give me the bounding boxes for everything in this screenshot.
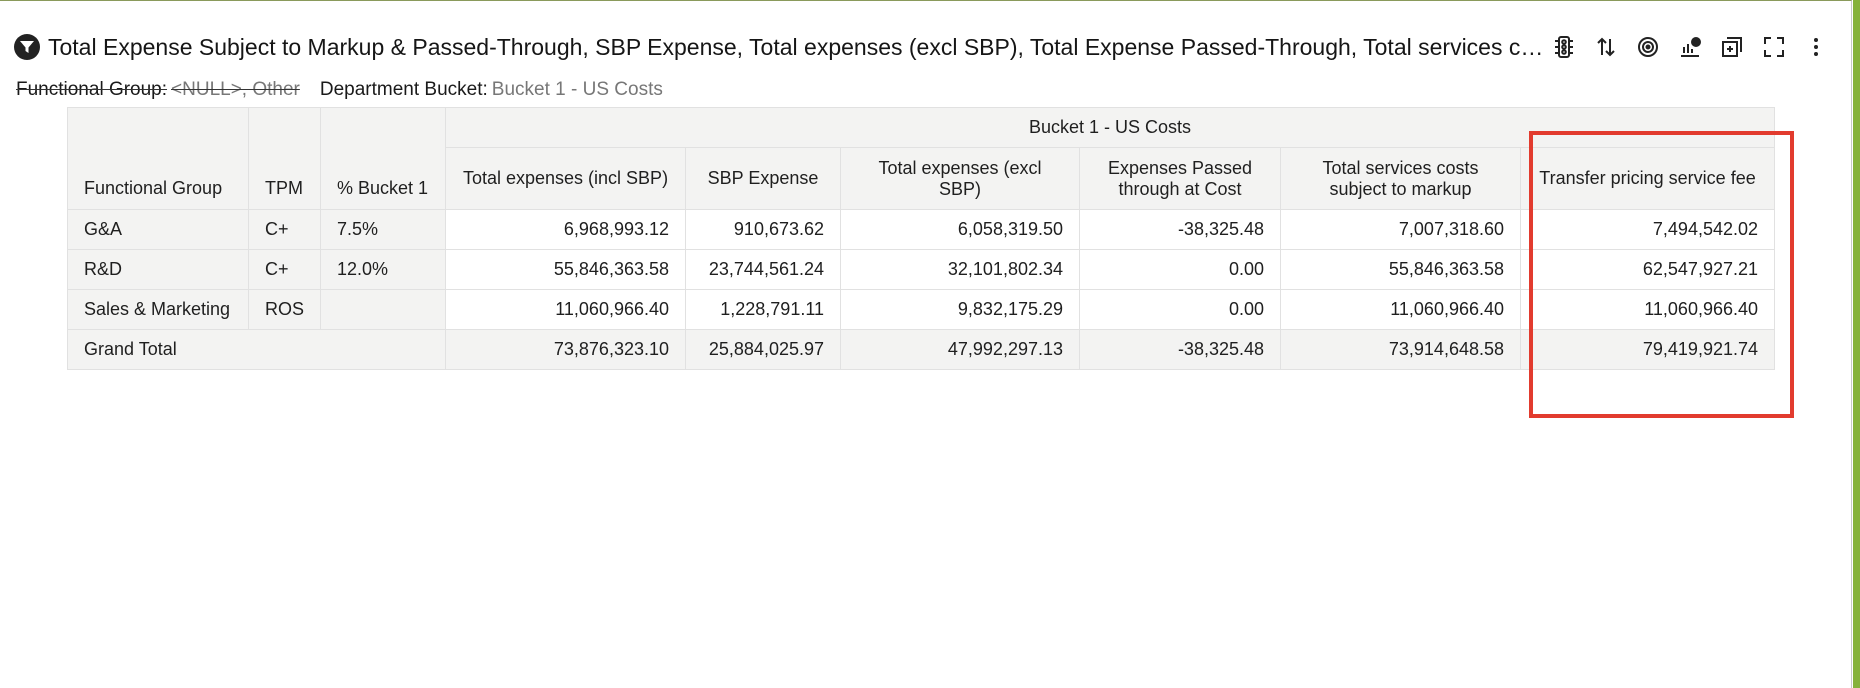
traffic-light-icon[interactable] (1550, 33, 1578, 61)
row-header-functional-group[interactable]: Functional Group (67, 107, 249, 210)
grand-total-label[interactable]: Grand Total (66, 329, 447, 370)
row-label-tpm[interactable]: C+ (247, 209, 322, 250)
table-cell[interactable]: 6,968,993.12 (445, 209, 687, 250)
table-cell[interactable]: 11,060,966.40 (1280, 289, 1522, 330)
table-cell[interactable]: 7,494,542.02 (1520, 209, 1776, 250)
row-label-tpm[interactable]: C+ (247, 249, 322, 290)
total-cell[interactable]: 79,419,921.74 (1520, 329, 1776, 370)
fullscreen-icon[interactable] (1760, 33, 1788, 61)
filter-label: Functional Group: (16, 79, 168, 100)
table-cell[interactable]: 55,846,363.58 (445, 249, 687, 290)
filter-functional-group[interactable]: Functional Group: <NULL>, Other (16, 79, 300, 101)
row-label-tpm[interactable]: ROS (247, 289, 322, 330)
column-header[interactable]: Expenses Passed through at Cost (1079, 147, 1282, 210)
table-cell[interactable]: 11,060,966.40 (1520, 289, 1776, 330)
total-cell[interactable]: 47,992,297.13 (840, 329, 1081, 370)
row-label-group[interactable]: R&D (67, 249, 249, 290)
table-cell[interactable]: 9,832,175.29 (840, 289, 1081, 330)
filter-value: Bucket 1 - US Costs (491, 79, 663, 100)
total-cell[interactable]: 25,884,025.97 (685, 329, 842, 370)
chart-options-icon[interactable] (1676, 33, 1704, 61)
table-cell[interactable]: 7,007,318.60 (1280, 209, 1522, 250)
title-bar: Total Expense Subject to Markup & Passed… (14, 30, 1840, 64)
column-header[interactable]: Transfer pricing service fee (1520, 147, 1776, 210)
grand-total-row: Grand Total 73,876,323.10 25,884,025.97 … (66, 329, 1776, 370)
total-cell[interactable]: -38,325.48 (1079, 329, 1282, 370)
table-row: R&D C+ 12.0% 55,846,363.58 23,744,561.24… (67, 249, 1776, 290)
row-header-tpm[interactable]: TPM (247, 107, 322, 210)
row-label-pct[interactable]: 7.5% (320, 209, 447, 250)
table-cell[interactable]: 62,547,927.21 (1520, 249, 1776, 290)
column-header[interactable]: Total expenses (excl SBP) (840, 147, 1081, 210)
view-title: Total Expense Subject to Markup & Passed… (48, 33, 1544, 60)
table-cell[interactable]: 55,846,363.58 (1280, 249, 1522, 290)
total-cell[interactable]: 73,876,323.10 (445, 329, 687, 370)
filter-funnel-icon[interactable] (14, 34, 40, 60)
table-cell[interactable]: 11,060,966.40 (445, 289, 687, 330)
table-row: Sales & Marketing ROS 11,060,966.40 1,22… (67, 289, 1776, 330)
column-header[interactable]: Total expenses (incl SBP) (445, 147, 687, 210)
duplicate-icon[interactable] (1718, 33, 1746, 61)
column-header[interactable]: SBP Expense (685, 147, 842, 210)
row-label-pct[interactable]: 12.0% (320, 249, 447, 290)
accent-bar (1853, 0, 1860, 688)
table-cell[interactable]: 910,673.62 (685, 209, 842, 250)
table-cell[interactable]: 6,058,319.50 (840, 209, 1081, 250)
total-cell[interactable]: 73,914,648.58 (1280, 329, 1522, 370)
table-cell[interactable]: 32,101,802.34 (840, 249, 1081, 290)
column-band-header[interactable]: Bucket 1 - US Costs (445, 107, 1776, 148)
row-label-pct[interactable] (320, 289, 447, 330)
table-cell[interactable]: 1,228,791.11 (685, 289, 842, 330)
filter-department-bucket[interactable]: Department Bucket: Bucket 1 - US Costs (320, 79, 663, 101)
pivot-table: Functional Group TPM % Bucket 1 Bucket 1… (66, 107, 1776, 370)
more-icon[interactable] (1802, 33, 1830, 61)
toolbar (1550, 30, 1830, 64)
table-cell[interactable]: 0.00 (1079, 249, 1282, 290)
sort-icon[interactable] (1592, 33, 1620, 61)
table-cell[interactable]: 0.00 (1079, 289, 1282, 330)
filter-bar: Functional Group: <NULL>, Other Departme… (16, 78, 683, 102)
target-icon[interactable] (1634, 33, 1662, 61)
column-header[interactable]: Total services costs subject to markup (1280, 147, 1522, 210)
row-header-pct-bucket[interactable]: % Bucket 1 (320, 107, 447, 210)
table-cell[interactable]: 23,744,561.24 (685, 249, 842, 290)
table-row: G&A C+ 7.5% 6,968,993.12 910,673.62 6,05… (67, 209, 1776, 250)
table-cell[interactable]: -38,325.48 (1079, 209, 1282, 250)
filter-label: Department Bucket: (319, 79, 488, 100)
row-label-group[interactable]: G&A (67, 209, 249, 250)
filter-value: <NULL>, Other (171, 79, 300, 100)
row-label-group[interactable]: Sales & Marketing (67, 289, 249, 330)
